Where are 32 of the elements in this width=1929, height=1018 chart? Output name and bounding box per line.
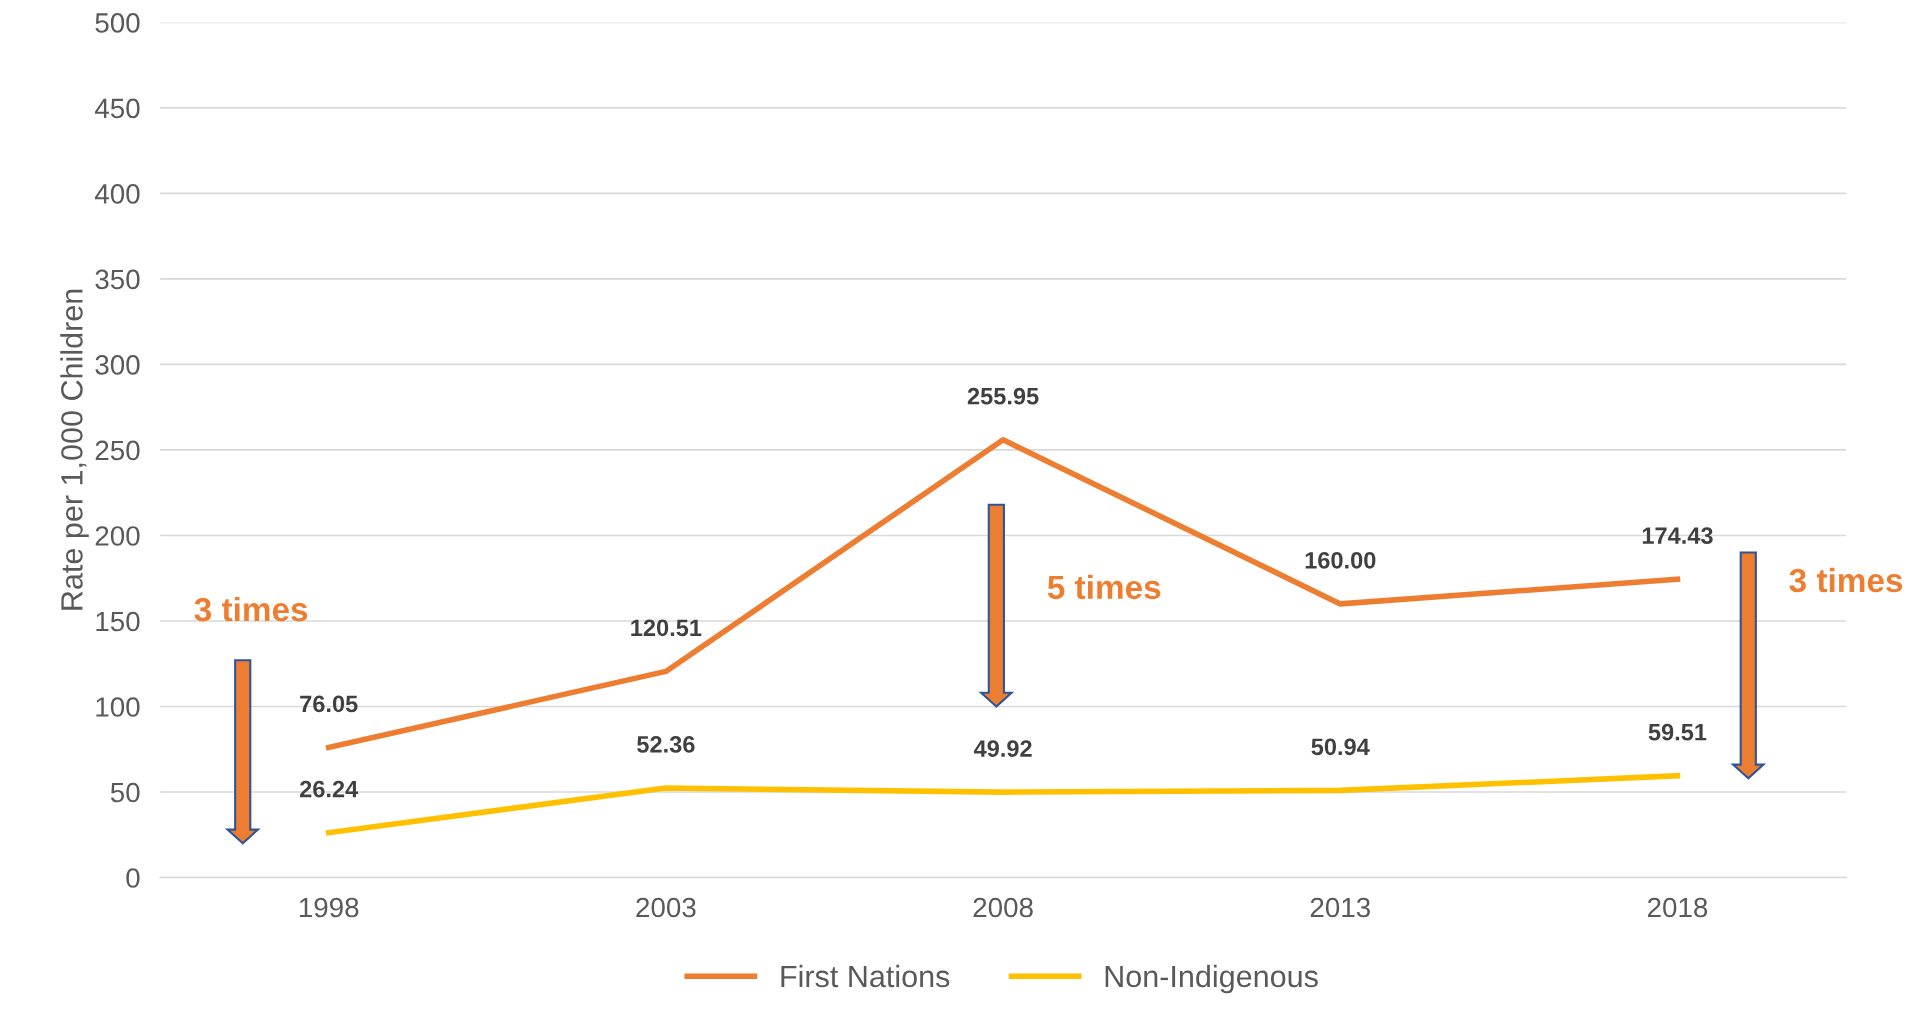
y-tick-label: 350 xyxy=(95,269,140,290)
text: 120.51 xyxy=(631,619,702,637)
annotation: 3 times xyxy=(1789,567,1903,593)
text: 59.51 xyxy=(1648,723,1707,741)
annotation: 3 times xyxy=(194,596,308,622)
legend-label: First Nations xyxy=(781,964,950,988)
annotation: 5 times xyxy=(1047,574,1161,600)
y-tick-label: 250 xyxy=(95,440,140,461)
y-tick-label: 150 xyxy=(96,611,140,632)
x-tick-label: 2013 xyxy=(1310,897,1370,918)
y-tick-label: 500 xyxy=(95,13,140,33)
y-tick-label: 300 xyxy=(95,355,140,375)
text: 26.24 xyxy=(299,780,359,798)
x-tick-label: 2003 xyxy=(636,897,696,918)
text: 50.94 xyxy=(1311,738,1370,756)
x-tick-label: 1998 xyxy=(299,897,359,918)
text: 160.00 xyxy=(1305,551,1376,569)
text: 174.43 xyxy=(1642,527,1713,545)
text: 52.36 xyxy=(637,736,695,753)
y-tick-label: 50 xyxy=(110,782,140,803)
y-tick-label: 450 xyxy=(94,98,140,119)
text: 49.92 xyxy=(973,740,1032,757)
x-tick-label: 2018 xyxy=(1647,897,1708,918)
x-tick-label: 2008 xyxy=(973,897,1033,918)
y-tick-label: 200 xyxy=(95,526,140,546)
y-tick-label: 0 xyxy=(126,868,140,888)
legend-label: Non-Indigenous xyxy=(1105,964,1318,994)
text: 76.05 xyxy=(300,695,358,713)
text: 255.95 xyxy=(967,387,1039,405)
y-tick-label: 400 xyxy=(94,184,140,204)
y-axis-title: Rate per 1,000 Children xyxy=(60,289,89,610)
y-tick-label: 100 xyxy=(96,697,140,717)
